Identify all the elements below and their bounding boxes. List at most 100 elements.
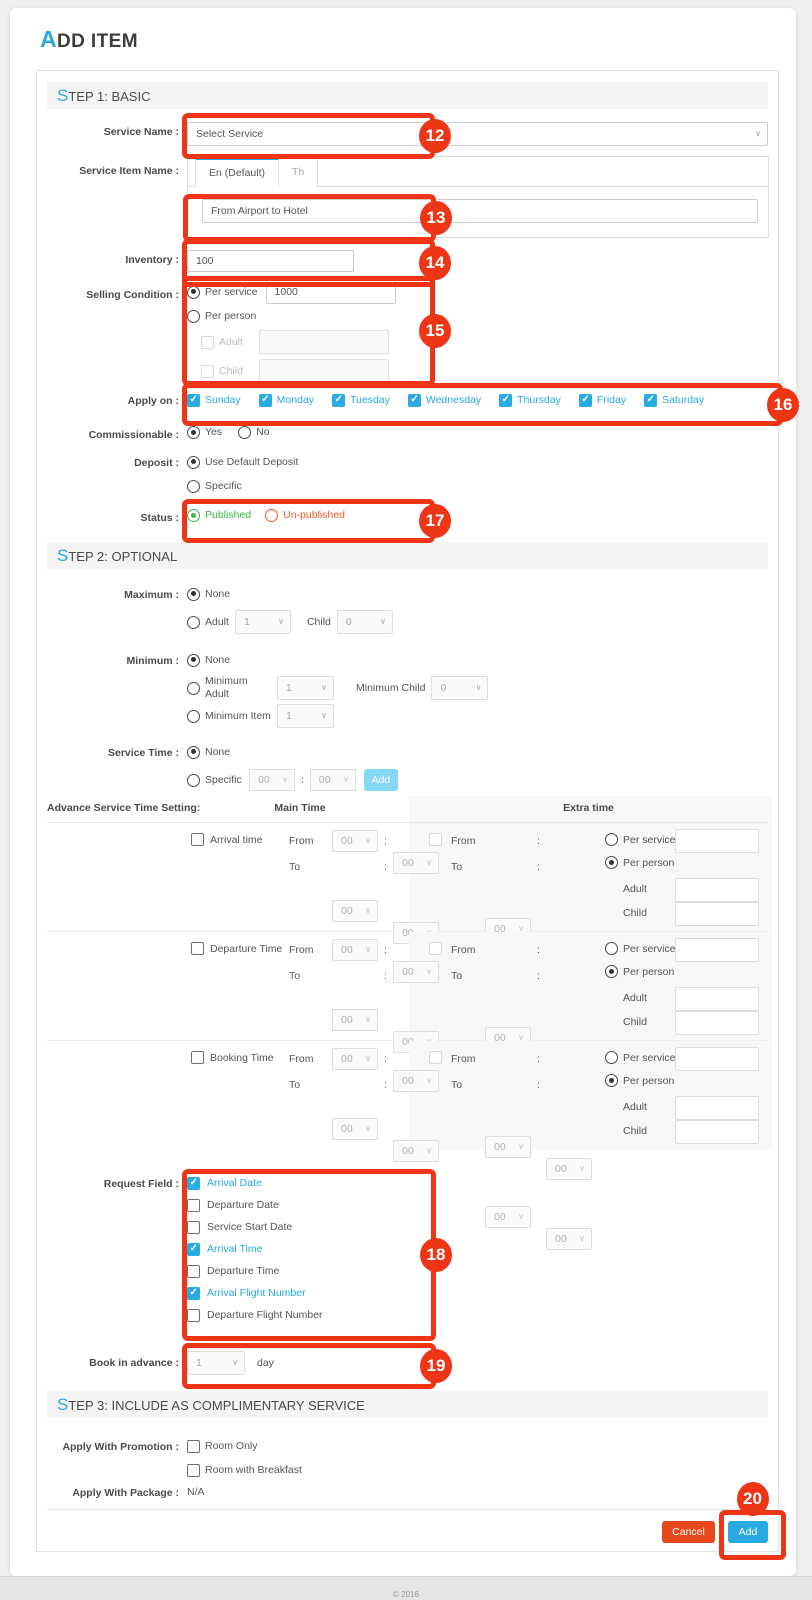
- extra-time-checkbox[interactable]: [429, 833, 442, 846]
- per-person-radio[interactable]: [187, 309, 200, 323]
- service-name-select[interactable]: Select Service ∨: [187, 122, 768, 146]
- service-time-none-radio[interactable]: [187, 745, 200, 759]
- promotion-room-with-breakfast[interactable]: Room with Breakfast: [187, 1462, 302, 1478]
- to-label: To: [451, 970, 463, 982]
- maximum-adult-radio[interactable]: [187, 615, 200, 629]
- minimum-none-radio[interactable]: [187, 653, 200, 667]
- minimum-adult-select[interactable]: 1 ∨: [277, 676, 334, 700]
- day-wednesday[interactable]: Wednesday: [407, 393, 481, 407]
- inventory-input[interactable]: 100: [187, 250, 354, 272]
- main-from-minute-select[interactable]: 00 ∨: [393, 1070, 439, 1092]
- extra-time-checkbox[interactable]: [429, 1051, 442, 1064]
- extra-to-hour-select[interactable]: 00∨: [485, 1206, 531, 1228]
- booking-time-checkbox[interactable]: [191, 1051, 204, 1064]
- day-tuesday[interactable]: Tuesday: [331, 393, 390, 407]
- day-monday[interactable]: Monday: [258, 393, 314, 407]
- extra-per-person-radio[interactable]: [605, 965, 618, 978]
- extra-per-service-radio[interactable]: [605, 833, 618, 846]
- per-service-price-input[interactable]: 1000: [265, 280, 396, 304]
- extra-child-input[interactable]: [675, 1011, 759, 1035]
- maximum-adult-select[interactable]: 1 ∨: [234, 610, 291, 634]
- advance-service-time-table: Advance Service Time Setting: Main Time …: [47, 796, 772, 1250]
- adult-price-input[interactable]: [259, 330, 389, 354]
- per-service-radio[interactable]: [187, 285, 200, 299]
- service-time-specific-radio[interactable]: [187, 773, 200, 787]
- day-saturday[interactable]: Saturday: [644, 393, 704, 407]
- main-from-hour-select[interactable]: 00 ∨: [332, 939, 378, 961]
- minimum-item-select[interactable]: 1 ∨: [277, 704, 334, 728]
- cancel-button[interactable]: Cancel: [662, 1521, 715, 1543]
- book-in-advance-select[interactable]: 1 ∨: [187, 1351, 245, 1375]
- request-arrival-flight-number[interactable]: Arrival Flight Number: [187, 1285, 323, 1301]
- minimum-item-radio[interactable]: [187, 709, 200, 723]
- extra-per-person-radio[interactable]: [605, 1074, 618, 1087]
- request-departure-date[interactable]: Departure Date: [187, 1197, 323, 1213]
- service-item-name-input[interactable]: From Airport to Hotel: [202, 199, 758, 223]
- status-unpublished-radio[interactable]: [265, 509, 279, 522]
- colon-separator: :: [384, 944, 387, 956]
- extra-per-person-radio[interactable]: [605, 856, 618, 869]
- tab-body: From Airport to Hotel: [188, 187, 768, 237]
- step3-heading: STEP 3: INCLUDE AS COMPLIMENTARY SERVICE: [47, 1391, 768, 1418]
- service-time-minute-select[interactable]: 00 ∨: [309, 769, 356, 791]
- extra-time-checkbox[interactable]: [429, 942, 442, 955]
- service-time-add-button[interactable]: Add: [363, 769, 398, 791]
- day-friday[interactable]: Friday: [578, 393, 626, 407]
- adult-price-checkbox[interactable]: [201, 335, 214, 349]
- extra-per-service-radio[interactable]: [605, 942, 618, 955]
- deposit-default-radio[interactable]: [187, 455, 200, 469]
- day-thursday[interactable]: Thursday: [499, 393, 561, 407]
- arrival-time-checkbox[interactable]: [191, 833, 204, 846]
- extra-from-minute-select[interactable]: 00∨: [546, 1158, 592, 1180]
- status-published-radio[interactable]: [187, 509, 200, 522]
- extra-adult-input[interactable]: [675, 1096, 759, 1120]
- extra-child-input[interactable]: [675, 1120, 759, 1144]
- commissionable-yes-radio[interactable]: [187, 426, 200, 439]
- colon-separator: :: [384, 1079, 387, 1091]
- main-from-minute-select[interactable]: 00 ∨: [393, 961, 439, 983]
- main-to-minute-select[interactable]: 00∨: [393, 1140, 439, 1162]
- request-service-start-date[interactable]: Service Start Date: [187, 1219, 323, 1235]
- service-name-label: Service Name :: [103, 126, 179, 138]
- main-to-hour-select[interactable]: 00 ∨: [332, 900, 378, 922]
- request-departure-flight-number[interactable]: Departure Flight Number: [187, 1307, 323, 1323]
- request-departure-time[interactable]: Departure Time: [187, 1263, 323, 1279]
- maximum-child-select[interactable]: 0 ∨: [336, 610, 393, 634]
- maximum-none-radio[interactable]: [187, 587, 200, 601]
- child-price-input[interactable]: [259, 359, 389, 383]
- tab-th[interactable]: Th: [279, 158, 319, 187]
- extra-adult-input[interactable]: [675, 878, 759, 902]
- extra-child-input[interactable]: [675, 902, 759, 926]
- main-to-hour-select[interactable]: 00 ∨: [332, 1009, 378, 1031]
- extra-per-service-input[interactable]: [675, 1047, 759, 1071]
- service-time-hour-select[interactable]: 00 ∨: [249, 769, 295, 791]
- apply-with-package-label: Apply With Package :: [72, 1487, 179, 1499]
- extra-adult-input[interactable]: [675, 987, 759, 1011]
- extra-per-service-input[interactable]: [675, 829, 759, 853]
- chevron-down-icon: ∨: [426, 967, 432, 977]
- main-from-hour-select[interactable]: 00 ∨: [332, 1048, 378, 1070]
- main-from-minute-select[interactable]: 00 ∨: [393, 852, 439, 874]
- minimum-adult-radio[interactable]: [187, 681, 200, 695]
- day-sunday[interactable]: Sunday: [187, 393, 241, 407]
- main-from-hour-select[interactable]: 00 ∨: [332, 830, 378, 852]
- apply-with-promotion-row: Apply With Promotion : Room Only Room wi…: [47, 1438, 768, 1478]
- extra-adult-label: Adult: [623, 992, 647, 1004]
- extra-per-service-radio[interactable]: [605, 1051, 618, 1064]
- child-price-checkbox[interactable]: [201, 364, 214, 378]
- add-button[interactable]: Add: [728, 1521, 768, 1543]
- deposit-specific-radio[interactable]: [187, 479, 200, 493]
- step1-heading: STEP 1: BASIC: [47, 82, 768, 109]
- request-arrival-time[interactable]: Arrival Time: [187, 1241, 323, 1257]
- chevron-down-icon: ∨: [343, 775, 349, 785]
- departure-time-checkbox[interactable]: [191, 942, 204, 955]
- request-arrival-date[interactable]: Arrival Date: [187, 1175, 323, 1191]
- minimum-child-select[interactable]: 0 ∨: [431, 676, 489, 700]
- tab-en-default[interactable]: En (Default): [195, 158, 280, 187]
- extra-per-service-input[interactable]: [675, 938, 759, 962]
- commissionable-no-radio[interactable]: [238, 426, 252, 439]
- extra-from-hour-select[interactable]: 00 ∨: [485, 1136, 531, 1158]
- extra-to-minute-select[interactable]: 00∨: [546, 1228, 592, 1250]
- main-to-hour-select[interactable]: 00 ∨: [332, 1118, 378, 1140]
- promotion-room-only[interactable]: Room Only: [187, 1438, 302, 1454]
